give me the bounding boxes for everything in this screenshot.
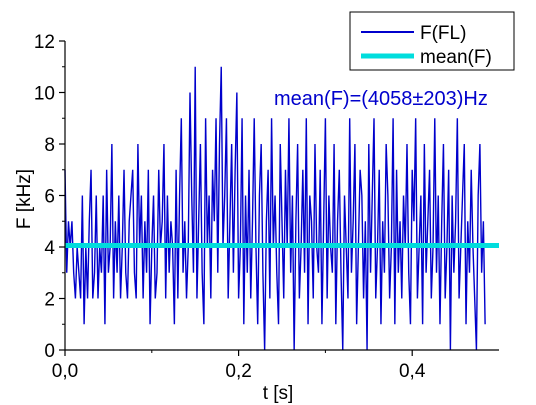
x-axis-label: t [s] <box>263 383 294 404</box>
series-F-FL-line <box>64 66 486 351</box>
x-tick-label: 0,0 <box>52 361 78 382</box>
y-tick-label: 10 <box>34 84 55 105</box>
y-tick-label: 6 <box>44 187 55 208</box>
legend-label-F-FL: F(FL) <box>420 23 466 44</box>
y-tick-label: 12 <box>34 32 55 53</box>
y-tick-label: 2 <box>44 290 55 311</box>
y-tick-label: 0 <box>44 341 55 362</box>
plot-marks <box>64 66 499 351</box>
x-tick-label: 0,4 <box>399 361 426 382</box>
legend: F(FL) mean(F) <box>349 11 515 71</box>
y-tick-label: 8 <box>44 135 55 156</box>
x-tick-label: 0,2 <box>225 361 251 382</box>
legend-label-mean-F: mean(F) <box>420 47 492 68</box>
mean-annotation: mean(F)=(4058±203)Hz <box>274 88 488 110</box>
y-tick-label: 4 <box>44 238 55 259</box>
ticks: 0 2 4 6 8 10 12 0,0 0,2 0,4 <box>34 32 426 382</box>
legend-box <box>349 11 515 71</box>
y-axis-label: F [kHz] <box>14 169 35 229</box>
